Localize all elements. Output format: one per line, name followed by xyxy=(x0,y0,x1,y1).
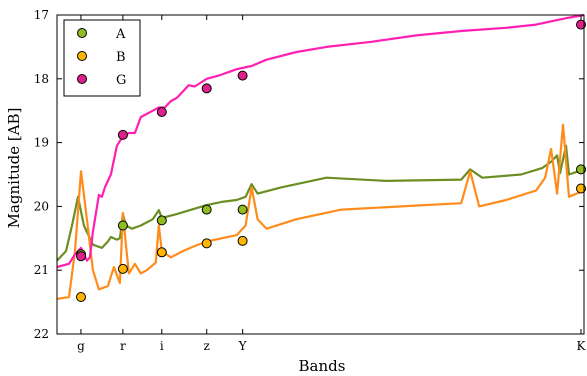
legend-marker-a xyxy=(77,28,87,38)
legend-box xyxy=(63,19,141,97)
x-tick-label-i: i xyxy=(160,339,164,353)
data-point-a-r xyxy=(117,220,128,231)
y-axis-label: Magnitude [AB] xyxy=(5,108,23,229)
data-point-a-z xyxy=(201,204,212,215)
legend-marker-b xyxy=(77,51,87,61)
data-point-g-y xyxy=(237,70,248,81)
y-tick-label: 20 xyxy=(34,199,49,213)
y-tick-label: 17 xyxy=(34,8,49,22)
points-layer xyxy=(76,19,586,302)
ticks-layer: 17 18 19 20 21 22 g r i z Y K xyxy=(34,8,587,353)
data-point-g-g xyxy=(76,251,86,262)
data-point-b-k xyxy=(576,183,586,194)
data-point-g-k xyxy=(576,19,586,30)
data-point-g-i xyxy=(156,107,167,117)
legend: ABG xyxy=(63,19,141,97)
data-point-b-r xyxy=(117,263,128,274)
data-point-b-i xyxy=(156,247,167,258)
y-tick-label: 22 xyxy=(34,327,49,341)
series-layer xyxy=(56,13,585,300)
series-line-a xyxy=(56,144,585,262)
plot-frame xyxy=(56,14,585,335)
legend-label-b: B xyxy=(116,50,126,65)
x-tick-label-r: r xyxy=(120,339,126,353)
data-point-a-k xyxy=(576,164,586,175)
x-tick-label-k: K xyxy=(577,339,587,353)
y-tick-label: 21 xyxy=(34,263,49,277)
data-point-a-i xyxy=(156,215,167,226)
x-tick-label-g: g xyxy=(77,339,85,353)
data-point-b-y xyxy=(237,235,248,246)
y-tick-label: 18 xyxy=(34,72,49,86)
x-tick-label-z: z xyxy=(204,339,210,353)
x-tick-label-y: Y xyxy=(238,339,248,353)
y-tick-label: 19 xyxy=(34,136,49,150)
data-point-g-r xyxy=(117,129,128,140)
legend-label-g: G xyxy=(116,73,126,88)
data-point-b-g xyxy=(76,292,86,302)
series-line-g xyxy=(56,13,585,269)
data-point-g-z xyxy=(201,83,212,94)
series-line-b xyxy=(56,123,585,300)
data-point-a-y xyxy=(237,204,248,215)
legend-marker-g xyxy=(77,74,87,84)
x-axis-label: Bands xyxy=(299,357,346,375)
data-point-b-z xyxy=(201,238,212,249)
legend-label-a: A xyxy=(115,27,126,42)
